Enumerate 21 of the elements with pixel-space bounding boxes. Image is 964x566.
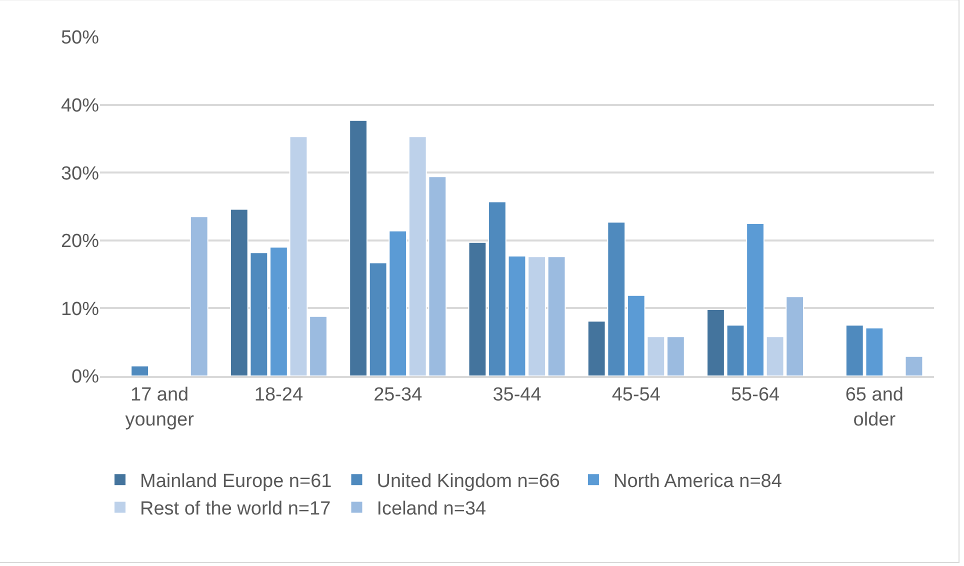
x-tick-label: 18-24: [254, 384, 304, 406]
x-tick-label: 65 and older: [845, 384, 904, 430]
x-tick-label: 25-34: [374, 384, 423, 406]
bar: [190, 216, 208, 376]
legend-label: United Kingdom n=66: [376, 471, 560, 492]
legend-label: Rest of the world n=17: [140, 498, 331, 520]
bar: [130, 365, 149, 376]
y-tick-label: 40%: [60, 95, 100, 116]
x-tick-label: 35-44: [492, 384, 542, 406]
legend-label: North America n=84: [613, 471, 782, 492]
y-tick-label: 50%: [60, 28, 100, 49]
bar: [904, 356, 924, 376]
y-tick-label: 10%: [60, 298, 100, 320]
y-tick-label: 30%: [60, 163, 100, 184]
x-tick-label: 45-54: [612, 384, 661, 406]
legend-label: Mainland Europe n=61: [140, 471, 332, 492]
y-tick-label: 0%: [72, 366, 100, 388]
x-tick-label: 17 and younger: [125, 384, 195, 430]
legend-label: Iceland n=34: [376, 498, 487, 520]
x-tick-label: 55-64: [730, 384, 780, 406]
y-tick-label: 20%: [60, 231, 100, 252]
